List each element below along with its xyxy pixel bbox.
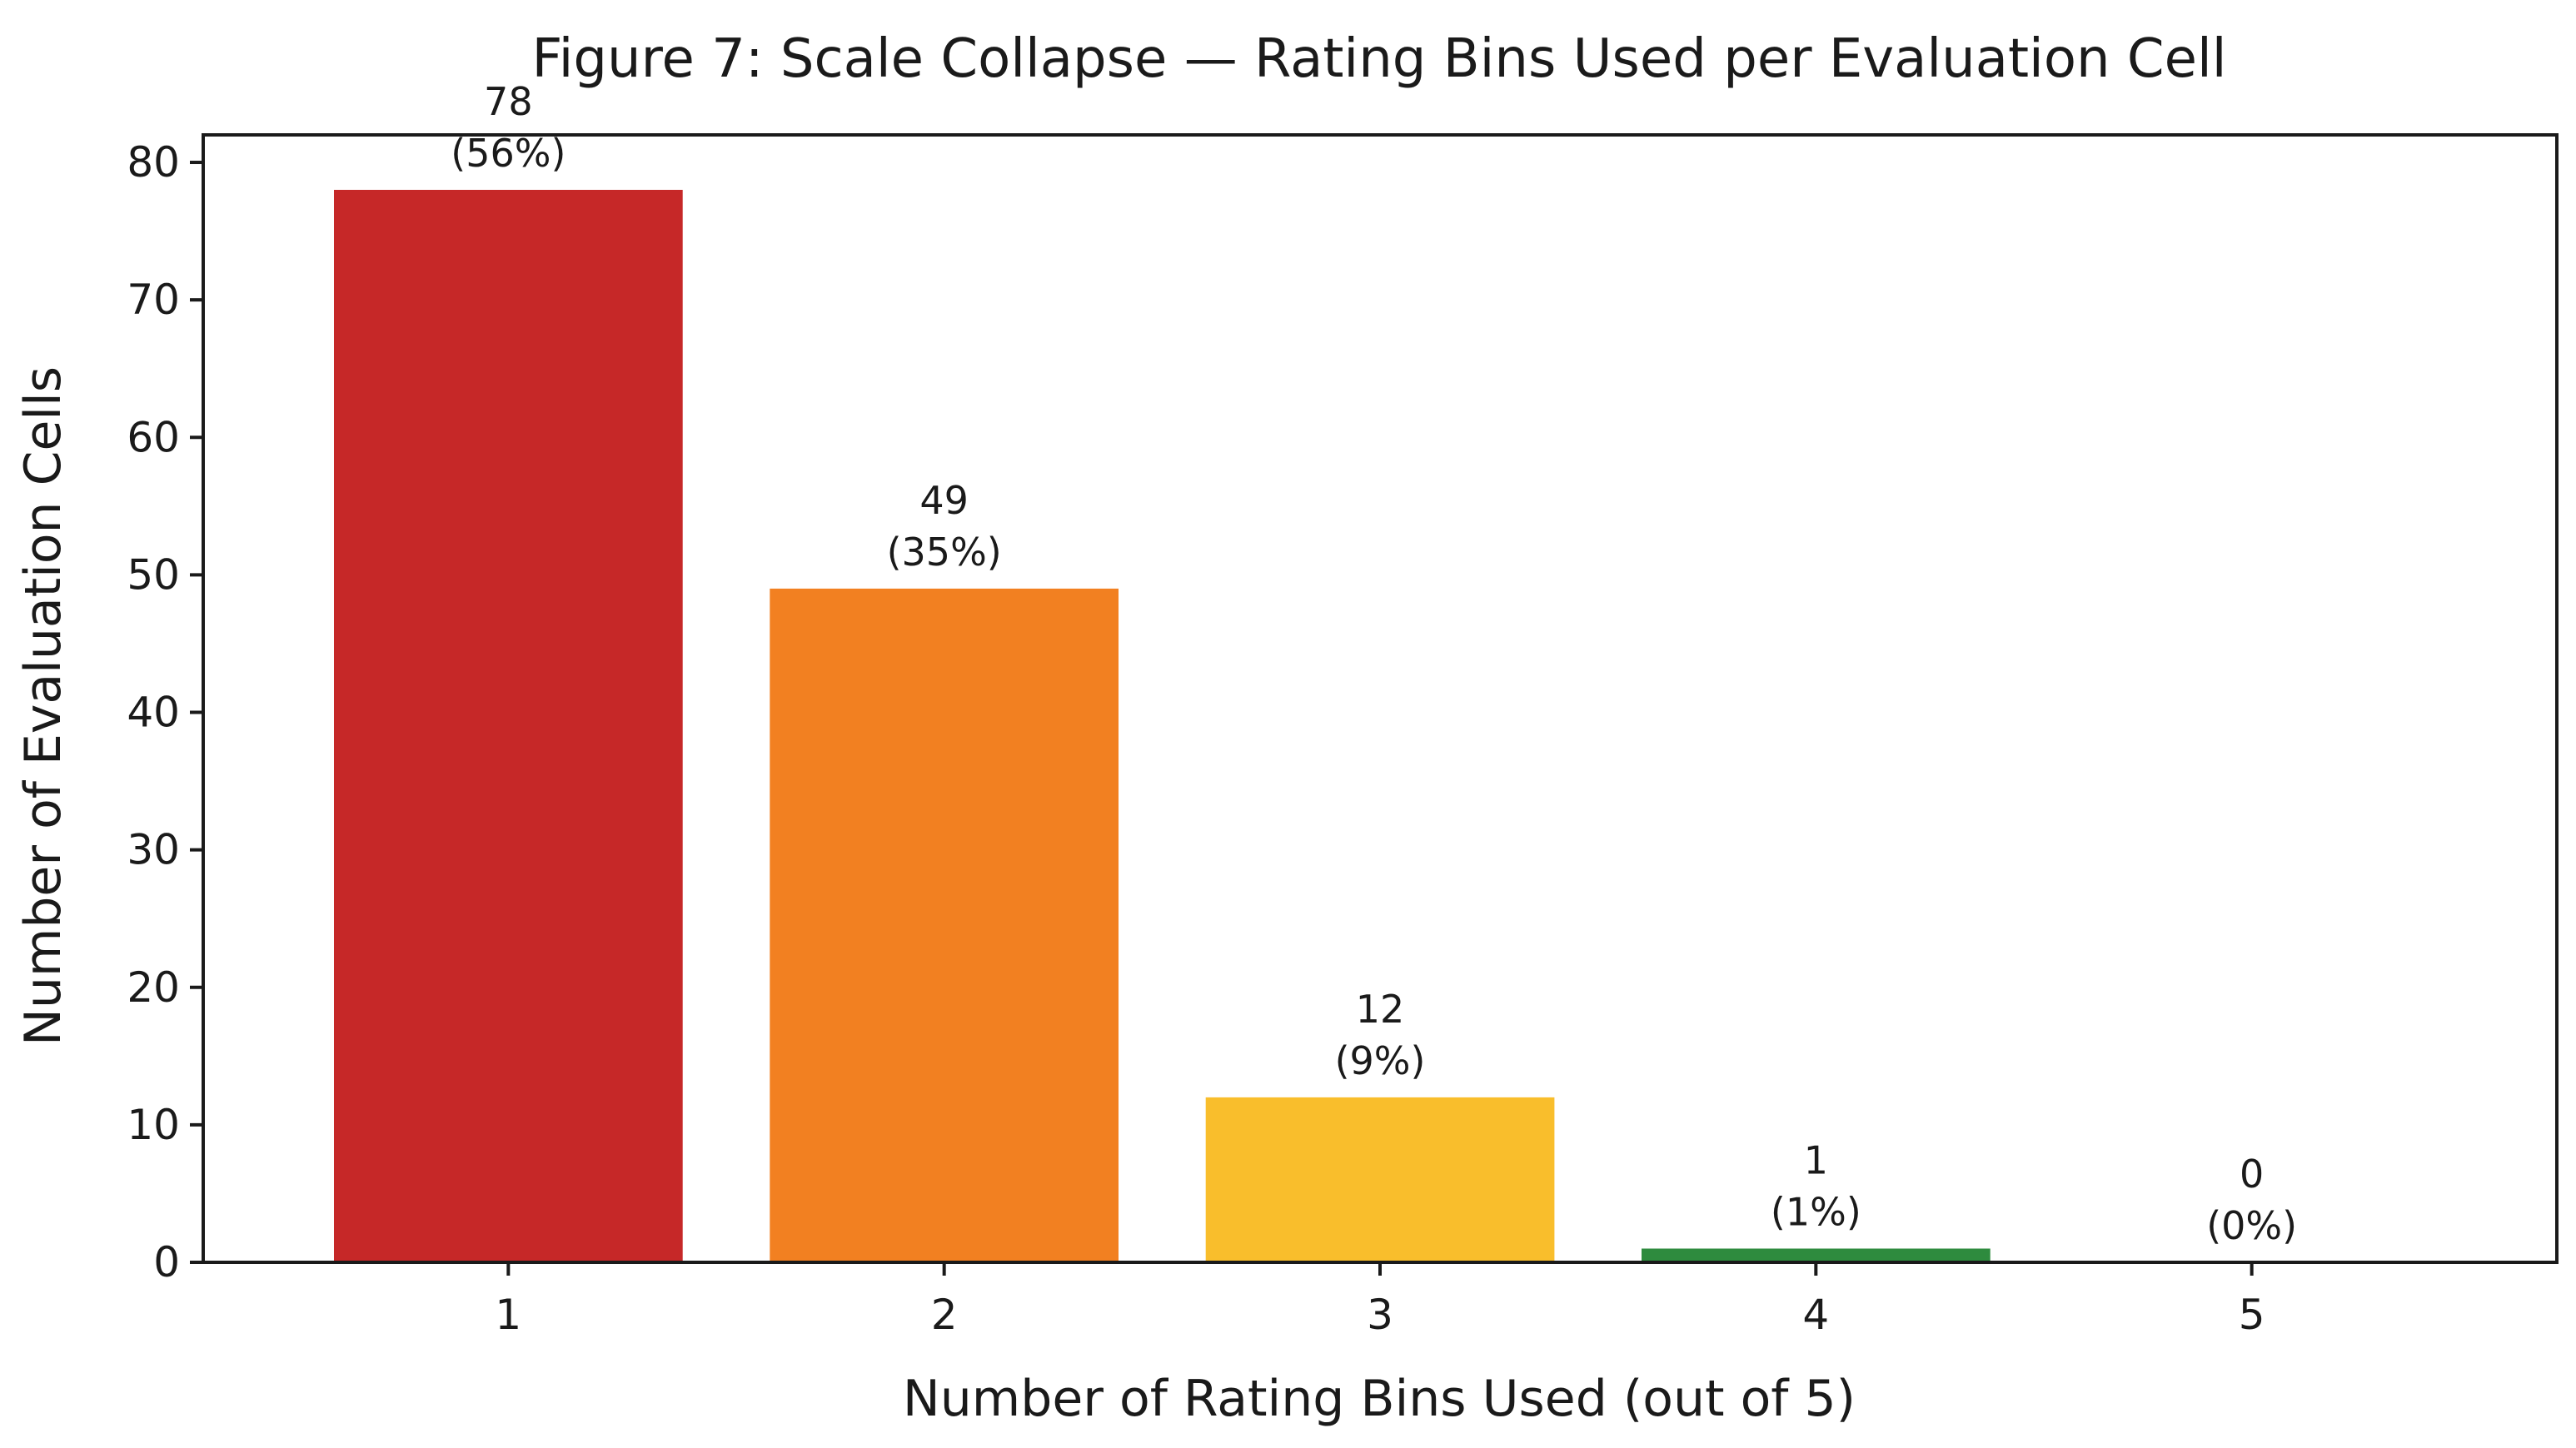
data-label-value: 49	[919, 478, 969, 523]
data-label-value: 1	[1804, 1137, 1828, 1182]
data-label-percent: (1%)	[1771, 1189, 1861, 1234]
data-label-value: 78	[484, 79, 533, 124]
y-tick-label: 0	[153, 1238, 180, 1286]
y-tick-label: 80	[127, 138, 180, 187]
x-tick-label: 2	[931, 1291, 958, 1339]
x-tick-label: 4	[1802, 1291, 1829, 1339]
x-tick-label: 1	[495, 1291, 521, 1339]
y-tick-label: 20	[127, 963, 180, 1012]
x-tick-label: 3	[1367, 1291, 1393, 1339]
bar-1	[334, 190, 683, 1262]
y-tick-label: 40	[127, 689, 180, 737]
data-label-percent: (56%)	[451, 131, 566, 176]
y-tick-label: 60	[127, 413, 180, 461]
y-tick-label: 50	[127, 550, 180, 599]
data-label-percent: (35%)	[887, 530, 1002, 575]
bar-2	[770, 588, 1119, 1262]
bar-4	[1642, 1248, 1991, 1262]
y-tick-label: 10	[127, 1101, 180, 1149]
x-axis-label: Number of Rating Bins Used (out of 5)	[903, 1370, 1856, 1428]
x-tick-label: 5	[2239, 1291, 2265, 1339]
chart-title: Figure 7: Scale Collapse — Rating Bins U…	[531, 28, 2226, 90]
bar-3	[1205, 1097, 1555, 1262]
y-tick-label: 70	[127, 276, 180, 324]
data-label-percent: (0%)	[2206, 1203, 2297, 1248]
y-tick-label: 30	[127, 826, 180, 874]
data-label-value: 12	[1356, 987, 1405, 1032]
data-label-value: 0	[2240, 1152, 2264, 1197]
y-axis-label: Number of Evaluation Cells	[14, 366, 72, 1046]
data-label-percent: (9%)	[1335, 1038, 1426, 1083]
